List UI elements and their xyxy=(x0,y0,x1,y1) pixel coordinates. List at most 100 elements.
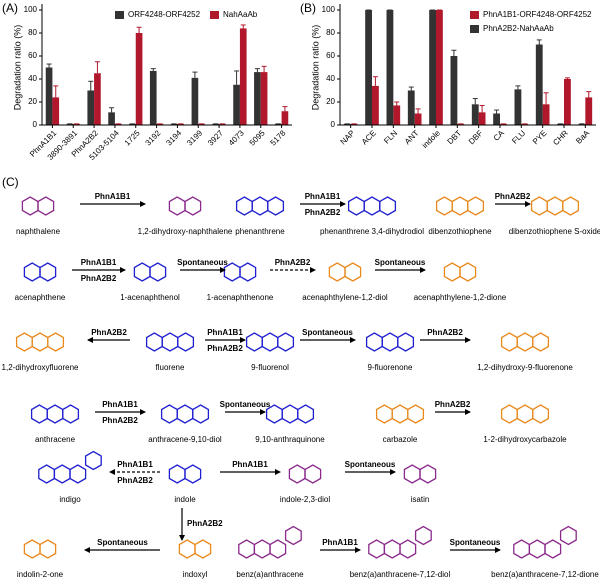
bar xyxy=(114,123,122,125)
enzyme-label: PhnA1B1 xyxy=(305,192,341,201)
enzyme-label: PhnA1B1 xyxy=(81,258,117,267)
structure xyxy=(178,539,212,559)
compound-label: 1,2-dihydroxy-naphthalene xyxy=(138,227,233,236)
ring xyxy=(21,196,39,216)
ring xyxy=(528,539,546,559)
ring xyxy=(47,332,65,352)
bar xyxy=(149,70,157,125)
bar xyxy=(239,28,247,125)
bar xyxy=(514,89,522,125)
structure xyxy=(288,464,322,484)
ring xyxy=(176,404,194,424)
ring xyxy=(435,196,453,216)
structure xyxy=(500,404,550,424)
bar xyxy=(212,123,220,125)
ring xyxy=(403,464,421,484)
legend-swatch xyxy=(210,11,219,19)
y-tick-label: 0 xyxy=(331,120,336,129)
bar xyxy=(393,105,401,125)
enzyme-label: PhnA2B2 xyxy=(187,519,223,528)
ring xyxy=(459,262,477,282)
x-tick-label: DBF xyxy=(467,128,485,146)
ring xyxy=(39,539,57,559)
compound-label: benz(a)anthracene-7,12-diol xyxy=(350,570,451,579)
compound-label: 1,2-dihydroxy-9-fluorenone xyxy=(477,363,573,372)
panel-label: (C) xyxy=(2,175,19,189)
bar xyxy=(372,85,379,125)
legend-label: PhnA2B2-NahAaAb xyxy=(483,24,554,33)
bar xyxy=(350,123,358,125)
structure xyxy=(238,525,302,559)
structure xyxy=(235,196,285,216)
y-tick-label: 0 xyxy=(33,120,38,129)
ring xyxy=(184,196,202,216)
bar xyxy=(254,72,261,125)
x-tick-label: 1725 xyxy=(123,128,142,147)
structure xyxy=(328,262,362,282)
ring xyxy=(133,262,151,282)
compound-label: phenanthrene 3,4-dihydrodiol xyxy=(320,227,424,236)
x-tick-label: FLU xyxy=(510,128,527,145)
ring xyxy=(160,404,178,424)
structure xyxy=(168,196,202,216)
bar xyxy=(191,77,199,125)
compound-label: fluorene xyxy=(156,363,185,372)
x-tick-label: DBT xyxy=(446,128,464,146)
legend-swatch xyxy=(470,25,479,33)
enzyme-label: Spontaneous xyxy=(177,258,228,267)
legend-label: ORF4248-ORF4252 xyxy=(128,10,201,19)
ring xyxy=(516,404,534,424)
x-tick-label: CHR xyxy=(551,128,570,147)
ring xyxy=(513,539,531,559)
ring xyxy=(261,332,279,352)
compound-label: phenanthrene xyxy=(235,227,285,236)
bar xyxy=(564,79,571,125)
bar xyxy=(471,104,479,125)
ring xyxy=(559,525,577,546)
compound-label: 1-2-dihydroxycarbazole xyxy=(483,435,567,444)
ring xyxy=(168,196,186,216)
bar xyxy=(156,123,164,125)
ring xyxy=(383,539,401,559)
structure xyxy=(265,404,315,424)
enzyme-label: PhnA2B2 xyxy=(117,476,153,485)
bar xyxy=(87,90,95,125)
enzyme-label: PhnA2B2 xyxy=(275,258,311,267)
ring xyxy=(530,196,548,216)
compound-label: indolin-2-one xyxy=(17,570,64,579)
panel-label: (A) xyxy=(2,1,18,15)
ring xyxy=(238,539,256,559)
bar xyxy=(73,123,80,125)
structure xyxy=(443,262,477,282)
bar xyxy=(535,44,543,125)
ring xyxy=(414,525,432,546)
ring xyxy=(451,196,469,216)
ring xyxy=(281,404,299,424)
compound-label: 9-fluorenone xyxy=(368,363,413,372)
enzyme-label: PhnA2B2 xyxy=(435,400,471,409)
ring xyxy=(397,332,415,352)
enzyme-label: Spontaneous xyxy=(220,400,271,409)
ring xyxy=(37,196,55,216)
x-tick-label: 4073 xyxy=(227,128,246,147)
bar xyxy=(135,33,143,125)
bar xyxy=(521,123,529,125)
bar xyxy=(578,123,586,125)
y-tick-label: 20 xyxy=(28,97,37,106)
enzyme-label: PhnA2B2 xyxy=(91,328,127,337)
ring xyxy=(53,464,71,484)
structure xyxy=(365,332,415,352)
x-tick-label: CA xyxy=(492,128,507,143)
bar xyxy=(129,123,136,125)
ring xyxy=(347,196,365,216)
ring xyxy=(235,196,253,216)
ring xyxy=(31,332,49,352)
structure xyxy=(23,262,57,282)
ring xyxy=(328,262,346,282)
bar xyxy=(478,112,486,125)
ring xyxy=(467,196,485,216)
x-tick-label: 3927 xyxy=(206,128,225,147)
enzyme-label: PhnA1B1 xyxy=(322,538,358,547)
ring xyxy=(168,464,186,484)
